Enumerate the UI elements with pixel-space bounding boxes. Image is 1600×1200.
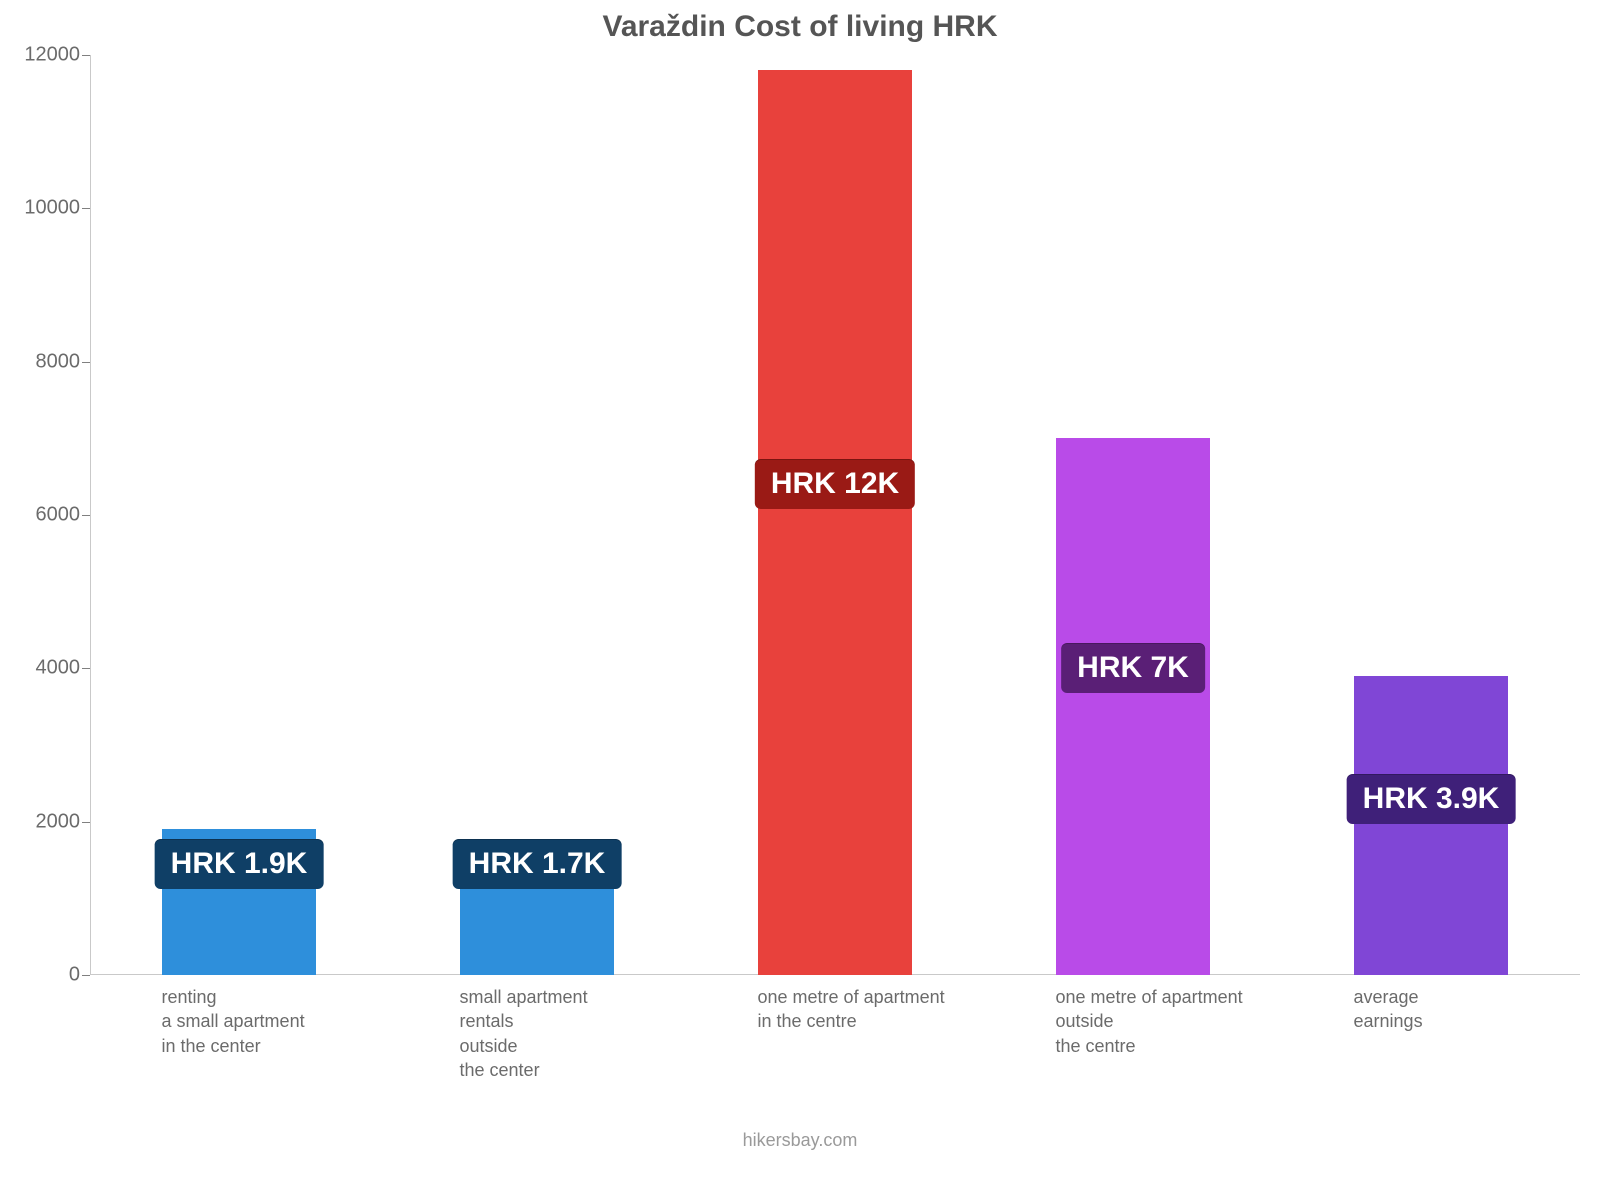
bar	[1056, 438, 1211, 975]
y-tick	[82, 668, 90, 669]
y-tick	[82, 362, 90, 363]
bar	[758, 70, 913, 975]
plot-area: 020004000600080001000012000HRK 1.9KHRK 1…	[90, 55, 1580, 975]
y-tick	[82, 822, 90, 823]
y-tick-label: 8000	[0, 350, 80, 373]
value-badge: HRK 1.7K	[453, 839, 622, 889]
y-tick-label: 12000	[0, 44, 80, 67]
y-tick	[82, 55, 90, 56]
x-tick-label: small apartment rentals outside the cent…	[460, 985, 588, 1082]
value-badge: HRK 7K	[1061, 643, 1205, 693]
y-tick-label: 6000	[0, 504, 80, 527]
y-tick-label: 10000	[0, 197, 80, 220]
cost-of-living-chart: Varaždin Cost of living HRK 020004000600…	[0, 0, 1600, 1200]
y-tick	[82, 975, 90, 976]
y-tick	[82, 515, 90, 516]
chart-title: Varaždin Cost of living HRK	[0, 10, 1600, 44]
value-badge: HRK 12K	[755, 459, 915, 509]
x-tick-label: average earnings	[1354, 985, 1423, 1034]
y-tick-label: 2000	[0, 810, 80, 833]
y-tick-label: 4000	[0, 657, 80, 680]
x-tick-label: renting a small apartment in the center	[162, 985, 305, 1058]
y-tick-label: 0	[0, 964, 80, 987]
y-tick	[82, 208, 90, 209]
y-axis-line	[90, 55, 91, 975]
x-tick-label: one metre of apartment outside the centr…	[1056, 985, 1243, 1058]
value-badge: HRK 3.9K	[1347, 774, 1516, 824]
bar	[1354, 676, 1509, 975]
value-badge: HRK 1.9K	[155, 839, 324, 889]
x-tick-label: one metre of apartment in the centre	[758, 985, 945, 1034]
attribution: hikersbay.com	[0, 1130, 1600, 1151]
